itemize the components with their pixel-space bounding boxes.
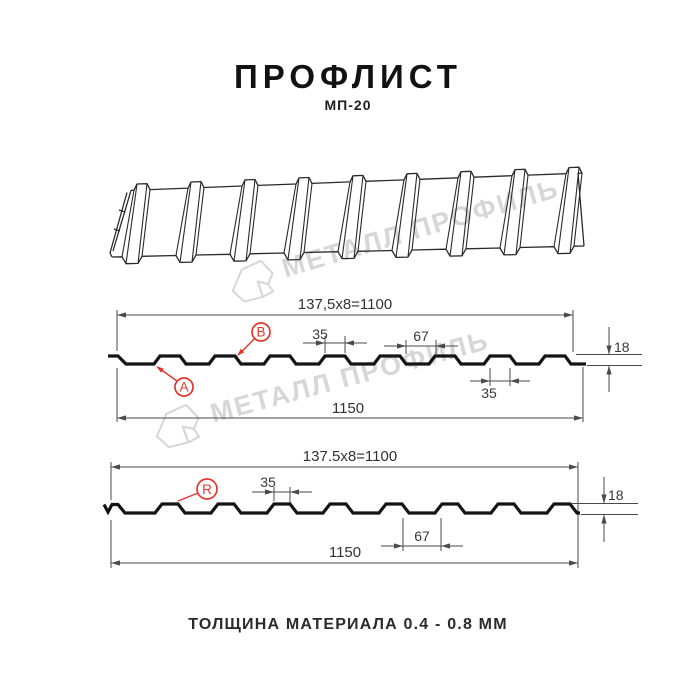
label-a-arrow xyxy=(156,366,164,373)
profile-top-dimension-lines xyxy=(116,310,642,422)
profile-top-cross-section xyxy=(108,354,586,366)
sheet-top-edge xyxy=(130,166,583,191)
material-thickness-note: ТОЛЩИНА МАТЕРИАЛА 0.4 - 0.8 ММ xyxy=(188,616,508,633)
metal-profil-logo-icon xyxy=(231,259,275,303)
page-subtitle: МП-20 xyxy=(324,97,372,113)
dim-overall-width-top: 1150 xyxy=(332,400,364,417)
label-r-leader xyxy=(177,492,199,502)
dim-coverage-width-top: 137,5x8=1100 xyxy=(298,296,392,313)
dim-valley-width: 67 xyxy=(414,528,430,544)
dim-rib-top-width-bottom: 35 xyxy=(260,474,276,490)
label-b-arrow xyxy=(237,348,245,356)
profile-bottom-cross-section xyxy=(102,502,580,516)
page-title: ПРОФЛИСТ xyxy=(234,58,462,95)
dim-rib-top-width: 35 xyxy=(312,326,328,342)
dim-overall-width-bottom: 1150 xyxy=(329,544,361,561)
sheet-bottom-edge xyxy=(111,245,585,265)
dim-edge-rib-width: 35 xyxy=(481,385,497,401)
sheet-3d-perspective-drawing xyxy=(109,166,585,265)
dim-profile-height-top: 18 xyxy=(614,339,630,355)
label-b-circle xyxy=(251,322,271,342)
profile-bottom-dimension-lines xyxy=(110,462,638,568)
label-r-circle xyxy=(196,478,218,500)
metal-profil-logo-icon xyxy=(155,403,201,449)
label-r: R xyxy=(202,482,212,497)
dim-coverage-width-bottom: 137.5x8=1100 xyxy=(303,448,397,465)
dim-profile-height-bottom: 18 xyxy=(608,487,624,503)
label-b: B xyxy=(256,325,265,340)
label-a-circle xyxy=(174,377,194,397)
label-a: A xyxy=(179,380,188,395)
dim-rib-spacing: 67 xyxy=(413,328,429,344)
